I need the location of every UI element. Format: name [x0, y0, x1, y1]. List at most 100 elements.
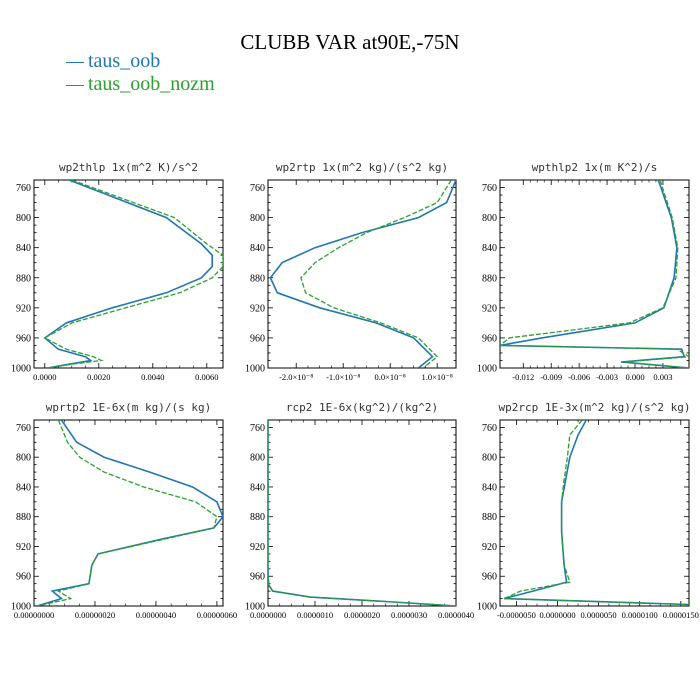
y-tick-label: 800	[482, 213, 497, 224]
chart-panel-5: rcp2 1E-6x(kg^2)/(kg^2) 760 800 840 880 920 96…	[245, 401, 474, 620]
y-tick-label: 960	[16, 572, 31, 583]
y-tick-label: 920	[482, 303, 497, 314]
panel-frame	[267, 179, 457, 369]
y-tick-label: 960	[250, 333, 265, 344]
y-tick-label: 800	[16, 213, 31, 224]
y-tick-label: 840	[482, 243, 497, 254]
x-tick-label: 0.0060	[195, 372, 218, 382]
panel-title: wpthlp2 1x(m K^2)/s	[532, 161, 658, 174]
y-tick-label: 960	[482, 333, 497, 344]
series-line-taus-oob	[36, 420, 223, 606]
y-tick-label: 1000	[11, 602, 31, 613]
panel-title: rcp2 1E-6x(kg^2)/(kg^2)	[286, 401, 438, 414]
x-tick-label: 0.0000100	[622, 610, 658, 620]
chart-panel-2: wp2rtp 1x(m^2 kg)/(s^2 kg) 760 800 840 880 92…	[245, 161, 457, 382]
series-line-taus-oob-nozm	[503, 420, 689, 606]
legend-label-taus-oob: taus_oob	[88, 50, 161, 72]
x-tick-label: 1.0×10⁻⁸	[422, 372, 453, 382]
y-tick-label: 1000	[245, 602, 265, 613]
series-line-taus-oob-nozm	[36, 420, 218, 606]
x-tick-label: 0.00000020	[75, 610, 115, 620]
x-tick-label: -0.012	[512, 372, 534, 382]
y-tick-label: 760	[250, 183, 265, 194]
y-tick-label: 760	[250, 423, 265, 434]
x-tick-label: 0.00000060	[197, 610, 237, 620]
legend-item-taus-oob: taus_oob	[66, 50, 160, 73]
panel-title: wp2thlp 1x(m^2 K)/s^2	[59, 161, 198, 174]
y-tick-label: 920	[250, 542, 265, 553]
panel-frame	[267, 419, 457, 607]
x-tick-label: -0.003	[596, 372, 618, 382]
x-tick-label: 0.0000010	[297, 610, 333, 620]
chart-panel-1: wp2thlp 1x(m^2 K)/s^2 760 800 840 880 920 960 1…	[11, 161, 224, 382]
y-tick-label: 920	[482, 542, 497, 553]
x-tick-label: 0.0000150	[663, 610, 699, 620]
chart-panel-4: wprtp2 1E-6x(m kg)/(s kg) 760 800 840 880 920…	[11, 401, 237, 620]
y-tick-label: 840	[250, 482, 265, 493]
y-tick-label: 880	[482, 512, 497, 523]
y-tick-label: 1000	[477, 364, 497, 375]
panel-frame	[499, 419, 690, 607]
x-tick-label: 0.0000020	[344, 610, 380, 620]
x-tick-label: -0.0000050	[497, 610, 536, 620]
x-tick-label: 0.0000000	[250, 610, 286, 620]
y-tick-label: 880	[16, 273, 31, 284]
series-line-taus-oob-nozm	[43, 180, 223, 368]
series-line-taus-oob	[500, 180, 689, 368]
x-tick-label: -1.0×10⁻⁸	[326, 372, 360, 382]
y-tick-label: 760	[482, 183, 497, 194]
panel-title: wp2rtp 1x(m^2 kg)/(s^2 kg)	[276, 161, 448, 174]
y-tick-label: 960	[482, 572, 497, 583]
y-tick-label: 840	[482, 482, 497, 493]
panel-title: wp2rcp 1E-3x(m^2 kg)/(s^2 kg)	[498, 401, 690, 414]
y-tick-label: 920	[16, 542, 31, 553]
page-title: CLUBB VAR at90E,-75N	[240, 30, 460, 54]
y-tick-label: 920	[250, 303, 265, 314]
legend-swatch-taus-oob	[66, 61, 84, 63]
y-tick-label: 800	[16, 453, 31, 464]
x-tick-label: 0.0000050	[581, 610, 617, 620]
x-tick-label: -0.009	[540, 372, 562, 382]
x-tick-label: 0.0020	[87, 372, 110, 382]
chart-panel-3: wpthlp2 1x(m K^2)/s 760 800 840 880 920 960 100…	[477, 161, 690, 382]
x-tick-label: 0.0000	[33, 372, 56, 382]
y-tick-label: 960	[250, 572, 265, 583]
x-tick-label: 0.003	[653, 372, 672, 382]
panel-frame	[33, 419, 224, 607]
y-tick-label: 880	[16, 512, 31, 523]
y-tick-label: 1000	[11, 364, 31, 375]
y-tick-label: 760	[16, 183, 31, 194]
y-tick-label: 880	[250, 512, 265, 523]
y-tick-label: 840	[16, 482, 31, 493]
series-line-taus-oob	[503, 420, 689, 606]
series-line-taus-oob	[43, 180, 213, 368]
series-line-taus-oob-nozm	[500, 180, 689, 368]
x-tick-label: 0.0×10⁻⁸	[375, 372, 406, 382]
y-tick-label: 880	[482, 273, 497, 284]
panel-frame	[499, 179, 690, 369]
x-tick-label: 0.0000030	[391, 610, 427, 620]
x-tick-label: 0.000	[625, 372, 644, 382]
x-tick-label: 0.0000040	[438, 610, 474, 620]
chart-panel-6: wp2rcp 1E-3x(m^2 kg)/(s^2 kg)760 800 840 88…	[477, 401, 699, 620]
y-tick-label: 920	[16, 303, 31, 314]
x-tick-label: -0.006	[568, 372, 590, 382]
legend-item-taus-oob-nozm: taus_oob_nozm	[66, 73, 215, 96]
y-tick-label: 880	[250, 273, 265, 284]
y-tick-label: 1000	[477, 602, 497, 613]
y-tick-label: 840	[250, 243, 265, 254]
legend-swatch-taus-oob-nozm	[66, 84, 84, 86]
panel-title: wprtp2 1E-6x(m kg)/(s kg)	[46, 401, 212, 414]
x-tick-label: 0.00000000	[14, 610, 54, 620]
x-tick-label: 0.0000000	[539, 610, 575, 620]
series-line-taus-oob-nozm	[300, 180, 452, 368]
x-tick-label: -2.0×10⁻⁸	[279, 372, 313, 382]
y-tick-label: 960	[16, 333, 31, 344]
y-tick-label: 800	[250, 213, 265, 224]
series-line-taus-oob-nozm	[268, 420, 456, 606]
y-tick-label: 800	[482, 453, 497, 464]
series-line-taus-oob	[269, 180, 456, 368]
y-tick-label: 800	[250, 453, 265, 464]
series-line-taus-oob	[268, 420, 456, 606]
